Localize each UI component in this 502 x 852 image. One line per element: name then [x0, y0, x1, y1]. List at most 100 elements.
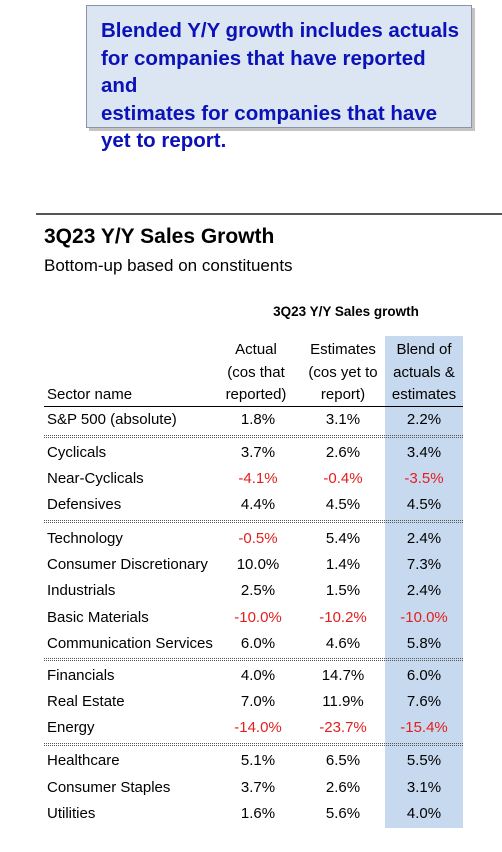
- actual-value: 5.1%: [240, 752, 276, 769]
- estimates-value: 2.6%: [325, 779, 361, 796]
- sector-name: Consumer Staples: [47, 779, 171, 796]
- table-row: Healthcare 5.1% 6.5% 5.5%: [0, 748, 502, 774]
- sector-name: Energy: [47, 719, 95, 736]
- row-separator: [44, 743, 463, 746]
- actual-value: 3.7%: [240, 444, 276, 461]
- blend-value: 6.0%: [406, 667, 442, 684]
- actual-value: -4.1%: [238, 470, 278, 487]
- table-row: Technology -0.5% 5.4% 2.4%: [0, 526, 502, 552]
- header-divider: [44, 406, 463, 407]
- sector-name: Healthcare: [47, 752, 120, 769]
- table-row: Communication Services 6.0% 4.6% 5.8%: [0, 631, 502, 657]
- actual-value: 4.0%: [240, 667, 276, 684]
- sector-name: S&P 500 (absolute): [47, 411, 177, 428]
- blend-value: -3.5%: [404, 470, 444, 487]
- estimates-value: 1.5%: [325, 582, 361, 599]
- table-row: Defensives 4.4% 4.5% 4.5%: [0, 492, 502, 518]
- header-line: (cos yet to: [308, 363, 378, 381]
- table-row: Industrials 2.5% 1.5% 2.4%: [0, 578, 502, 604]
- row-separator: [44, 435, 463, 438]
- callout-line: estimates for companies that have: [101, 101, 438, 125]
- blend-value: 3.4%: [406, 444, 442, 461]
- estimates-value: 2.6%: [325, 444, 361, 461]
- blend-value: 4.5%: [406, 496, 442, 513]
- table-row: Utilities 1.6% 5.6% 4.0%: [0, 801, 502, 827]
- blend-value: 5.5%: [406, 752, 442, 769]
- header-line: Blend of: [396, 341, 452, 358]
- actual-value: 10.0%: [236, 556, 280, 573]
- table-row: Consumer Discretionary 10.0% 1.4% 7.3%: [0, 552, 502, 578]
- blend-value: 2.4%: [406, 582, 442, 599]
- actual-value: -0.5%: [238, 530, 278, 547]
- sector-name: Communication Services: [47, 635, 213, 652]
- column-header-estimates: Estimates (cos yet to report): [303, 339, 383, 407]
- blend-value: 4.0%: [406, 805, 442, 822]
- estimates-value: 5.6%: [325, 805, 361, 822]
- sector-name: Technology: [47, 530, 123, 547]
- row-separator: [44, 520, 463, 523]
- sector-name: Basic Materials: [47, 609, 149, 626]
- sector-name: Utilities: [47, 805, 96, 822]
- estimates-value: -23.7%: [319, 719, 367, 736]
- actual-value: -14.0%: [234, 719, 282, 736]
- sector-name: Real Estate: [47, 693, 125, 710]
- column-header-sector: Sector name: [47, 386, 133, 403]
- sector-name: Defensives: [47, 496, 122, 513]
- estimates-value: 11.9%: [322, 693, 364, 710]
- estimates-value: 4.5%: [325, 496, 361, 513]
- table-row: Cyclicals 3.7% 2.6% 3.4%: [0, 440, 502, 466]
- header-line: reported): [225, 386, 287, 403]
- estimates-value: -10.2%: [319, 609, 367, 626]
- row-separator: [44, 658, 463, 661]
- actual-value: 7.0%: [240, 693, 276, 710]
- callout-text: Blended Y/Y growth includes actuals for …: [101, 17, 463, 155]
- column-group-header: 3Q23 Y/Y Sales growth: [273, 304, 419, 319]
- callout-line: Blended Y/Y growth includes actuals: [101, 19, 460, 42]
- actual-value: 1.6%: [240, 805, 276, 822]
- page-subtitle: Bottom-up based on constituents: [44, 256, 293, 275]
- page-title: 3Q23 Y/Y Sales Growth: [44, 225, 275, 248]
- actual-value: -10.0%: [234, 609, 282, 626]
- sector-name: Cyclicals: [47, 444, 107, 461]
- table-row: S&P 500 (absolute) 1.8% 3.1% 2.2%: [0, 407, 502, 433]
- actual-value: 6.0%: [240, 635, 276, 652]
- estimates-value: 4.6%: [325, 635, 361, 652]
- blend-value: 3.1%: [406, 779, 442, 796]
- table-row: Real Estate 7.0% 11.9% 7.6%: [0, 689, 502, 715]
- estimates-value: 14.7%: [321, 667, 365, 684]
- table-row: Near-Cyclicals -4.1% -0.4% -3.5%: [0, 466, 502, 492]
- header-line: Actual: [235, 341, 277, 358]
- sector-name: Near-Cyclicals: [47, 470, 144, 487]
- estimates-value: 6.5%: [325, 752, 361, 769]
- blend-column-highlight: [385, 336, 463, 828]
- column-header-blend: Blend of actuals & estimates: [385, 339, 463, 407]
- blend-value: 7.3%: [406, 556, 442, 573]
- sector-name: Industrials: [47, 582, 116, 599]
- header-line: (cos that: [227, 363, 285, 381]
- blend-value: 2.2%: [406, 411, 442, 428]
- table-row: Energy -14.0% -23.7% -15.4%: [0, 715, 502, 741]
- header-line: actuals &: [393, 363, 455, 381]
- blend-value: -15.4%: [400, 719, 448, 736]
- estimates-value: 3.1%: [325, 411, 361, 428]
- callout-box: Blended Y/Y growth includes actuals for …: [86, 5, 472, 152]
- sector-name: Consumer Discretionary: [47, 556, 208, 573]
- estimates-value: 5.4%: [325, 530, 361, 547]
- actual-value: 4.4%: [240, 496, 276, 513]
- sector-name: Financials: [47, 667, 115, 684]
- actual-value: 2.5%: [240, 582, 276, 599]
- blend-value: 2.4%: [406, 530, 442, 547]
- estimates-value: 1.4%: [325, 556, 361, 573]
- table-row: Basic Materials -10.0% -10.2% -10.0%: [0, 605, 502, 631]
- column-header-actual: Actual (cos that reported): [212, 339, 300, 407]
- header-line: report): [320, 386, 366, 403]
- callout-line: for companies that have reported and: [101, 46, 426, 98]
- header-line: Estimates: [310, 341, 376, 358]
- header-line: estimates: [391, 386, 457, 403]
- top-divider: [36, 213, 502, 215]
- estimates-value: -0.4%: [323, 470, 363, 487]
- actual-value: 1.8%: [240, 411, 276, 428]
- table-row: Consumer Staples 3.7% 2.6% 3.1%: [0, 775, 502, 801]
- table-row: Financials 4.0% 14.7% 6.0%: [0, 663, 502, 689]
- blend-value: 5.8%: [406, 635, 442, 652]
